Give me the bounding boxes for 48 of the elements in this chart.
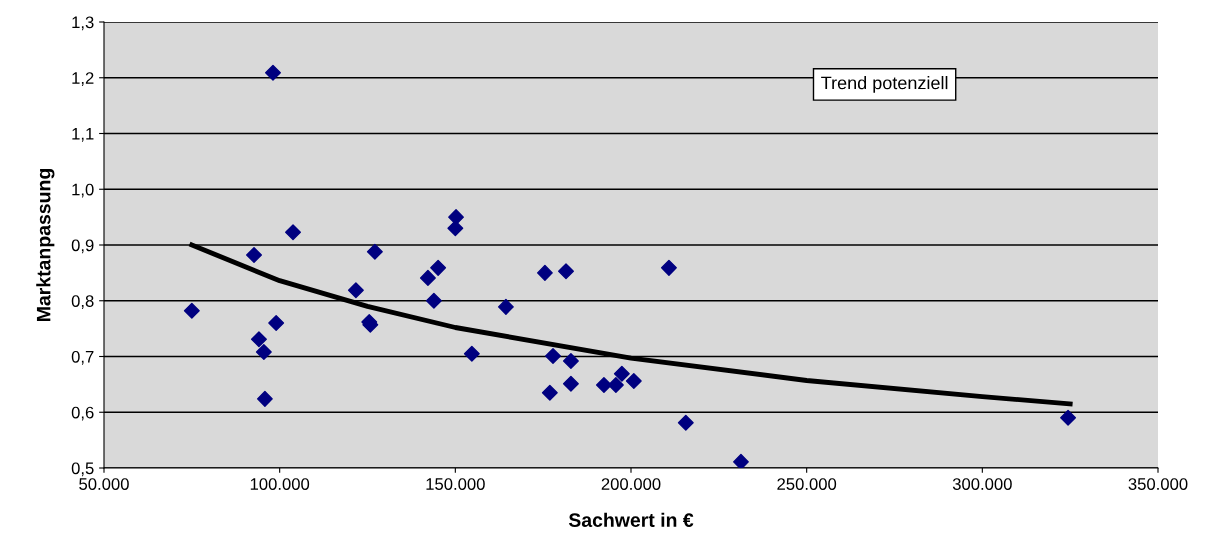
point bbox=[541, 384, 558, 401]
point bbox=[732, 453, 749, 468]
point bbox=[677, 414, 694, 431]
point bbox=[265, 64, 281, 81]
annotation: Trend potenziell bbox=[821, 76, 948, 93]
x-tick-label: 50.000 bbox=[79, 478, 129, 490]
point bbox=[595, 376, 612, 393]
point bbox=[250, 331, 267, 348]
y-axis-title: Marktanpassung bbox=[36, 169, 55, 321]
x-tick-label: 100.000 bbox=[250, 478, 310, 490]
y-tick-label: 1,2 bbox=[72, 72, 94, 86]
point bbox=[1060, 409, 1077, 426]
point bbox=[447, 220, 464, 237]
point bbox=[183, 302, 200, 319]
point bbox=[255, 344, 272, 361]
x-tick-label: 300.000 bbox=[952, 478, 1012, 490]
point bbox=[558, 263, 574, 280]
point bbox=[562, 375, 579, 392]
point bbox=[613, 365, 630, 382]
x-tick-label: 250.000 bbox=[777, 478, 837, 490]
y-tick-label: 0,5 bbox=[71, 462, 94, 477]
point bbox=[562, 352, 579, 369]
point bbox=[285, 224, 301, 241]
point bbox=[347, 282, 364, 299]
point bbox=[425, 292, 442, 309]
y-tick-label: 0,7 bbox=[71, 350, 94, 365]
point bbox=[268, 315, 285, 332]
x-tick-label: 350.000 bbox=[1128, 478, 1188, 490]
point bbox=[545, 347, 561, 364]
y-tick-label: 0,9 bbox=[71, 239, 94, 254]
y-tick-label: 0,8 bbox=[71, 295, 94, 309]
point bbox=[256, 390, 273, 407]
point bbox=[625, 373, 642, 390]
x-tick-label: 200.000 bbox=[601, 478, 661, 490]
x-axis-title: Sachwert in € bbox=[568, 512, 694, 527]
point bbox=[430, 259, 447, 276]
point bbox=[419, 269, 436, 286]
point bbox=[497, 298, 514, 315]
point bbox=[536, 264, 553, 281]
point bbox=[246, 247, 262, 264]
point bbox=[366, 243, 383, 260]
point bbox=[660, 259, 677, 276]
y-tick-label: 1,1 bbox=[72, 128, 94, 142]
y-tick-label: 0,6 bbox=[71, 406, 94, 421]
y-tick-label: 1,3 bbox=[72, 16, 94, 31]
point bbox=[463, 345, 480, 362]
x-tick-label: 150.000 bbox=[426, 478, 485, 490]
y-tick-label: 1,0 bbox=[72, 183, 94, 198]
